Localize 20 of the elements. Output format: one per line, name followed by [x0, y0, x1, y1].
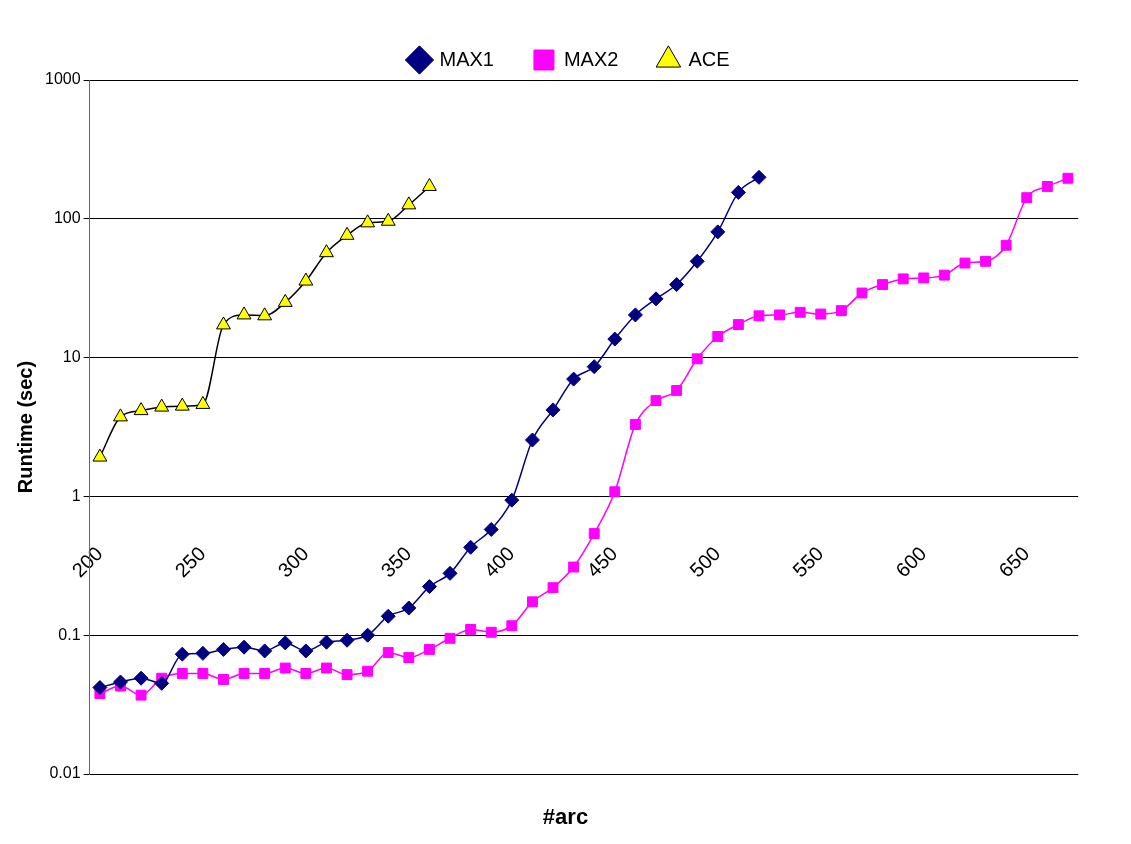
x-tick-label: 650 [994, 542, 1034, 582]
legend-label: MAX2 [563, 47, 619, 70]
legend-label: MAX1 [439, 47, 494, 70]
y-tick-label: 1 [71, 486, 81, 504]
x-tick-label: 500 [685, 542, 725, 582]
x-tick-label: 300 [273, 542, 313, 582]
x-tick-label: 350 [376, 542, 416, 582]
legend-label: ACE [688, 47, 730, 70]
x-tick-label: 250 [170, 542, 210, 582]
x-axis-title: #arc [541, 804, 590, 830]
x-tick-label: 450 [582, 542, 622, 582]
x-tick-label: 400 [479, 542, 519, 582]
x-tick-label: 550 [788, 542, 828, 582]
y-tick-label: 10 [62, 348, 81, 366]
y-tick-label: 0.01 [49, 764, 81, 782]
y-tick-label: 100 [53, 209, 81, 227]
y-axis-title: Runtime (sec) [13, 360, 36, 494]
x-tick-label: 600 [891, 542, 931, 582]
y-tick-label: 0.1 [58, 625, 81, 643]
y-tick-label: 1000 [45, 70, 81, 88]
